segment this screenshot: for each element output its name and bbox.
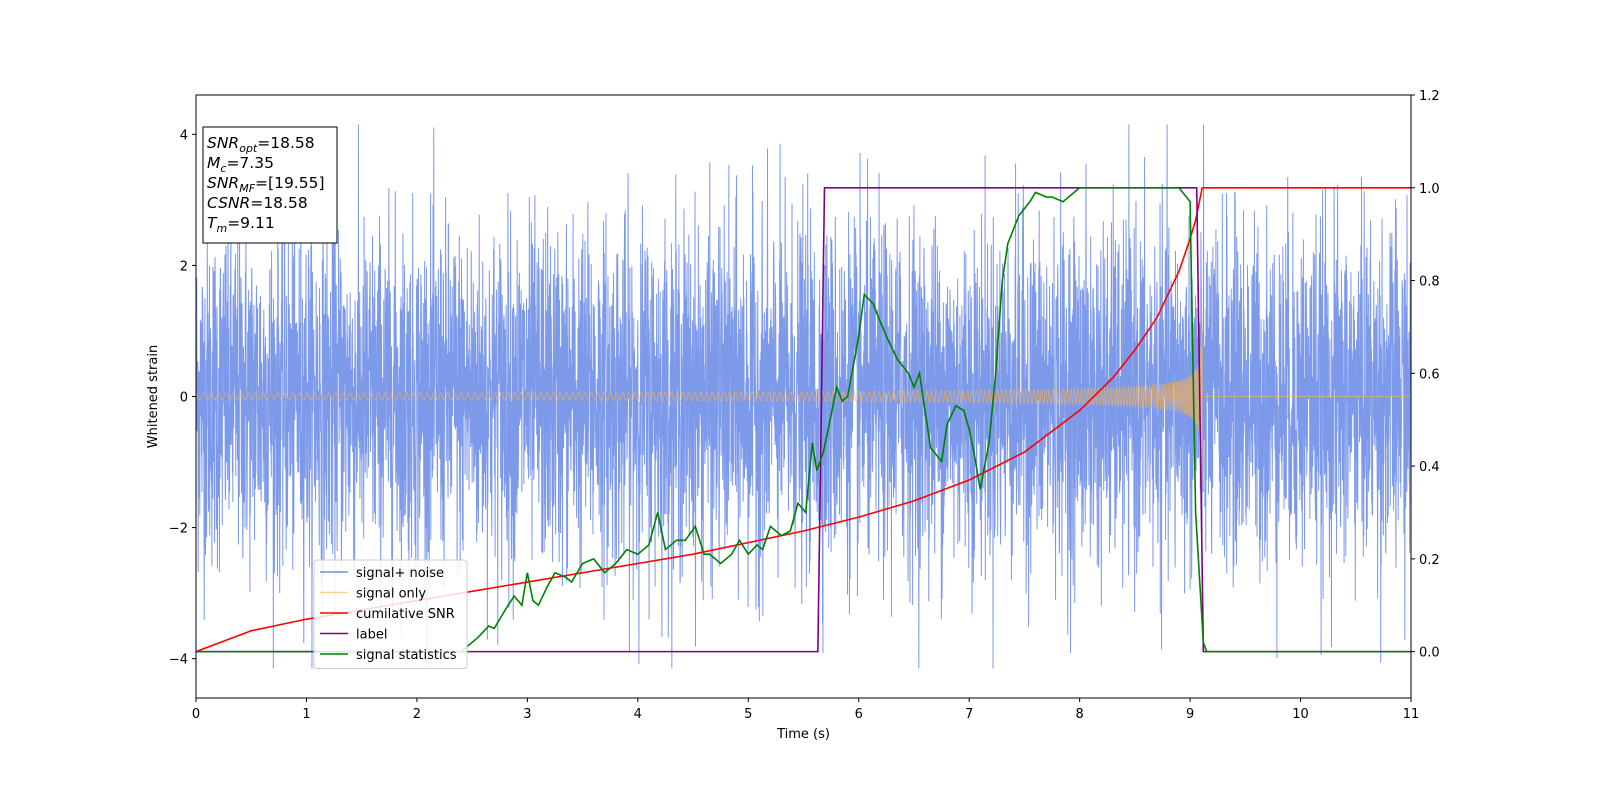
x-tick-label: 11 <box>1403 707 1420 722</box>
x-tick-label: 1 <box>302 707 310 722</box>
y2-tick-label: 1.0 <box>1419 182 1440 197</box>
y2-tick-label: 0.2 <box>1419 553 1440 568</box>
y-tick-label: 2 <box>180 259 188 274</box>
axis-ticks: 0 1 2 3 4 5 6 7 8 9 10 11 −4 −2 0 2 4 0.0 0.2 0.4 0.6 0.8 1.0 1… <box>169 89 1440 722</box>
annotation-line: SNRopt=18.58 <box>207 134 315 155</box>
x-tick-label: 9 <box>1186 707 1194 722</box>
annotation-line: Tm=9.11 <box>207 214 275 235</box>
y2-tick-label: 0.4 <box>1419 460 1440 475</box>
x-tick-label: 6 <box>855 707 863 722</box>
legend-label: signal statistics <box>356 648 457 663</box>
y2-tick-label: 0.0 <box>1419 646 1440 661</box>
x-tick-label: 8 <box>1075 707 1083 722</box>
legend-label: cumilative SNR <box>356 607 455 622</box>
x-axis-label: Time (s) <box>776 727 830 742</box>
annotation-box: SNRopt=18.58Mc=7.35SNRMF=[19.55]CSNR=18.… <box>202 126 338 244</box>
series-signal-only <box>196 305 1411 487</box>
y2-tick-label: 0.8 <box>1419 275 1440 290</box>
legend-label: signal only <box>356 587 426 602</box>
y-tick-label: 4 <box>180 128 188 143</box>
x-tick-label: 7 <box>965 707 973 722</box>
legend-frame <box>313 559 468 669</box>
x-tick-label: 4 <box>634 707 642 722</box>
x-tick-label: 3 <box>523 707 531 722</box>
y2-tick-label: 1.2 <box>1419 89 1440 104</box>
x-tick-label: 0 <box>192 707 200 722</box>
y-axis-label: Whitened strain <box>146 345 161 448</box>
x-tick-label: 5 <box>744 707 752 722</box>
x-tick-label: 2 <box>413 707 421 722</box>
y-tick-label: −2 <box>169 522 188 537</box>
annotation-line: CSNR=18.58 <box>207 194 308 212</box>
y2-tick-label: 0.6 <box>1419 367 1440 382</box>
annotation-frame <box>202 126 338 244</box>
legend-label: signal+ noise <box>356 566 444 581</box>
annotation-line: SNRMF=[19.55] <box>207 174 325 195</box>
y-tick-label: 0 <box>180 391 188 406</box>
series-signal-statistics <box>196 186 1411 653</box>
series-signal-noise <box>196 124 1411 669</box>
x-tick-label: 10 <box>1292 707 1309 722</box>
y-tick-label: −4 <box>169 653 188 668</box>
annotation-line: Mc=7.35 <box>207 154 274 175</box>
legend: signal+ noise signal only cumilative SNR la… <box>313 559 468 669</box>
legend-label: label <box>356 628 387 643</box>
